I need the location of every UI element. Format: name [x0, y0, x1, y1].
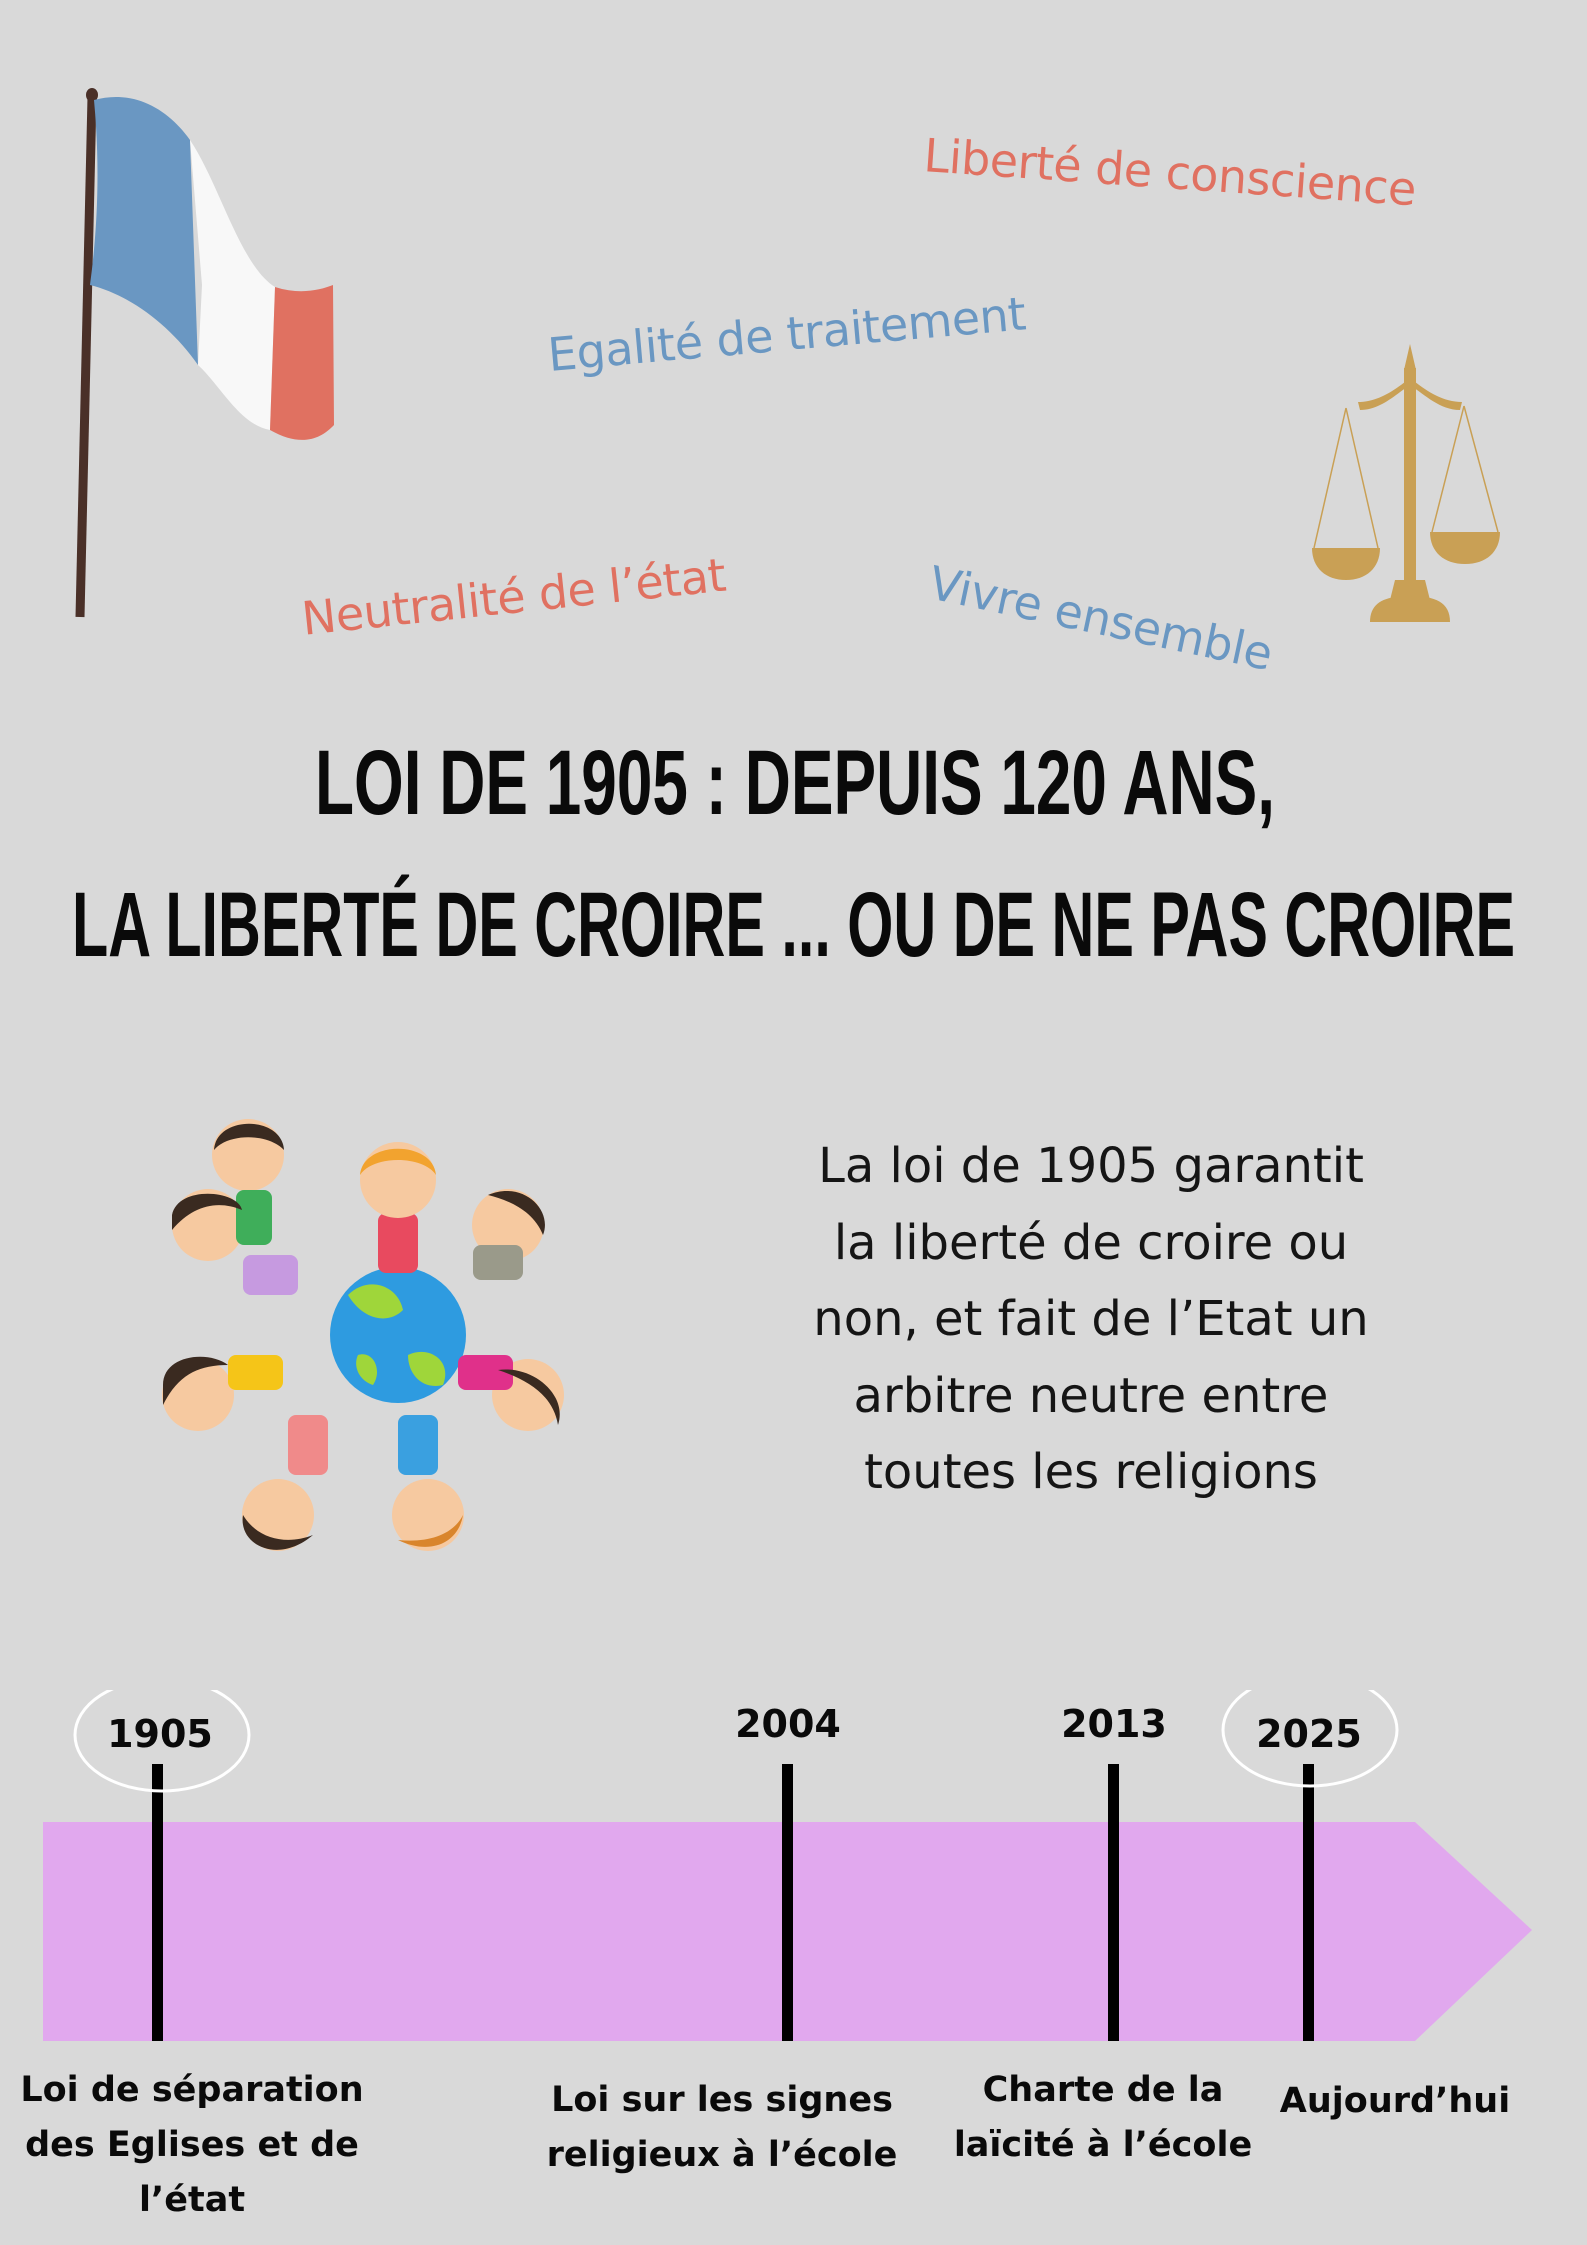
scales-of-justice-icon [1312, 344, 1500, 622]
intro-line: arbitre neutre entre [853, 1367, 1329, 1424]
keyword-egalite-de-traitement: Egalité de traitement [545, 286, 1028, 382]
intro-line: la liberté de croire ou [833, 1214, 1349, 1271]
keyword-vivre-ensemble: Vivre ensemble [924, 555, 1278, 681]
timeline-tick-2013 [1108, 1764, 1119, 2041]
page-title-line-2: LA LIBERTÉ DE CROIRE ... OU DE NE PAS CR… [72, 873, 1515, 976]
label-line: laïcité à l’école [953, 2125, 1253, 2165]
timeline-arrow [43, 1690, 1532, 2041]
timeline-tick-2025 [1303, 1764, 1314, 2041]
child [360, 1142, 436, 1273]
timeline-year-2013: 2013 [1061, 1702, 1167, 1746]
highlight-circle-2025 [1221, 1690, 1399, 1788]
timeline-label-2013: Charte de la laïcité à l’école [923, 2063, 1283, 2173]
label-line: Loi de séparation [20, 2070, 364, 2110]
timeline-tick-2004 [782, 1764, 793, 2041]
timeline-year-1905: 1905 [107, 1712, 213, 1756]
intro-line: La loi de 1905 garantit [818, 1138, 1364, 1194]
label-line: Loi sur les signes [551, 2080, 893, 2120]
label-line: des Eglises et de [25, 2125, 359, 2165]
timeline-year-2025: 2025 [1256, 1712, 1362, 1756]
label-line: Aujourd’hui [1279, 2081, 1511, 2121]
timeline-year-2004: 2004 [735, 1702, 841, 1746]
timeline-label-2004: Loi sur les signes religieux à l’école [542, 2073, 902, 2183]
title-text: LOI DE 1905 : DEPUIS 120 ANS, [315, 732, 1275, 834]
french-flag-icon [75, 88, 334, 618]
timeline-tick-1905 [152, 1764, 163, 2041]
label-line: Charte de la [982, 2070, 1224, 2110]
label-line: l’état [138, 2180, 246, 2220]
highlight-circle-1905 [73, 1690, 251, 1793]
title-text: LA LIBERTÉ DE CROIRE ... OU DE NE PAS CR… [72, 873, 1515, 976]
timeline-label-1905: Loi de séparation des Eglises et de l’ét… [12, 2063, 372, 2228]
children-around-globe-illustration [162, 1119, 564, 1551]
intro-line: non, et fait de l’Etat un [813, 1291, 1369, 1347]
page-title-line-1: LOI DE 1905 : DEPUIS 120 ANS, [315, 732, 1275, 834]
keyword-liberte-de-conscience: Liberté de conscience [922, 128, 1418, 217]
intro-line: toutes les religions [864, 1444, 1318, 1500]
timeline-label-2025: Aujourd’hui [1215, 2074, 1575, 2129]
intro-paragraph: La loi de 1905 garantit la liberté de cr… [771, 1128, 1411, 1511]
label-line: religieux à l’école [546, 2135, 898, 2175]
